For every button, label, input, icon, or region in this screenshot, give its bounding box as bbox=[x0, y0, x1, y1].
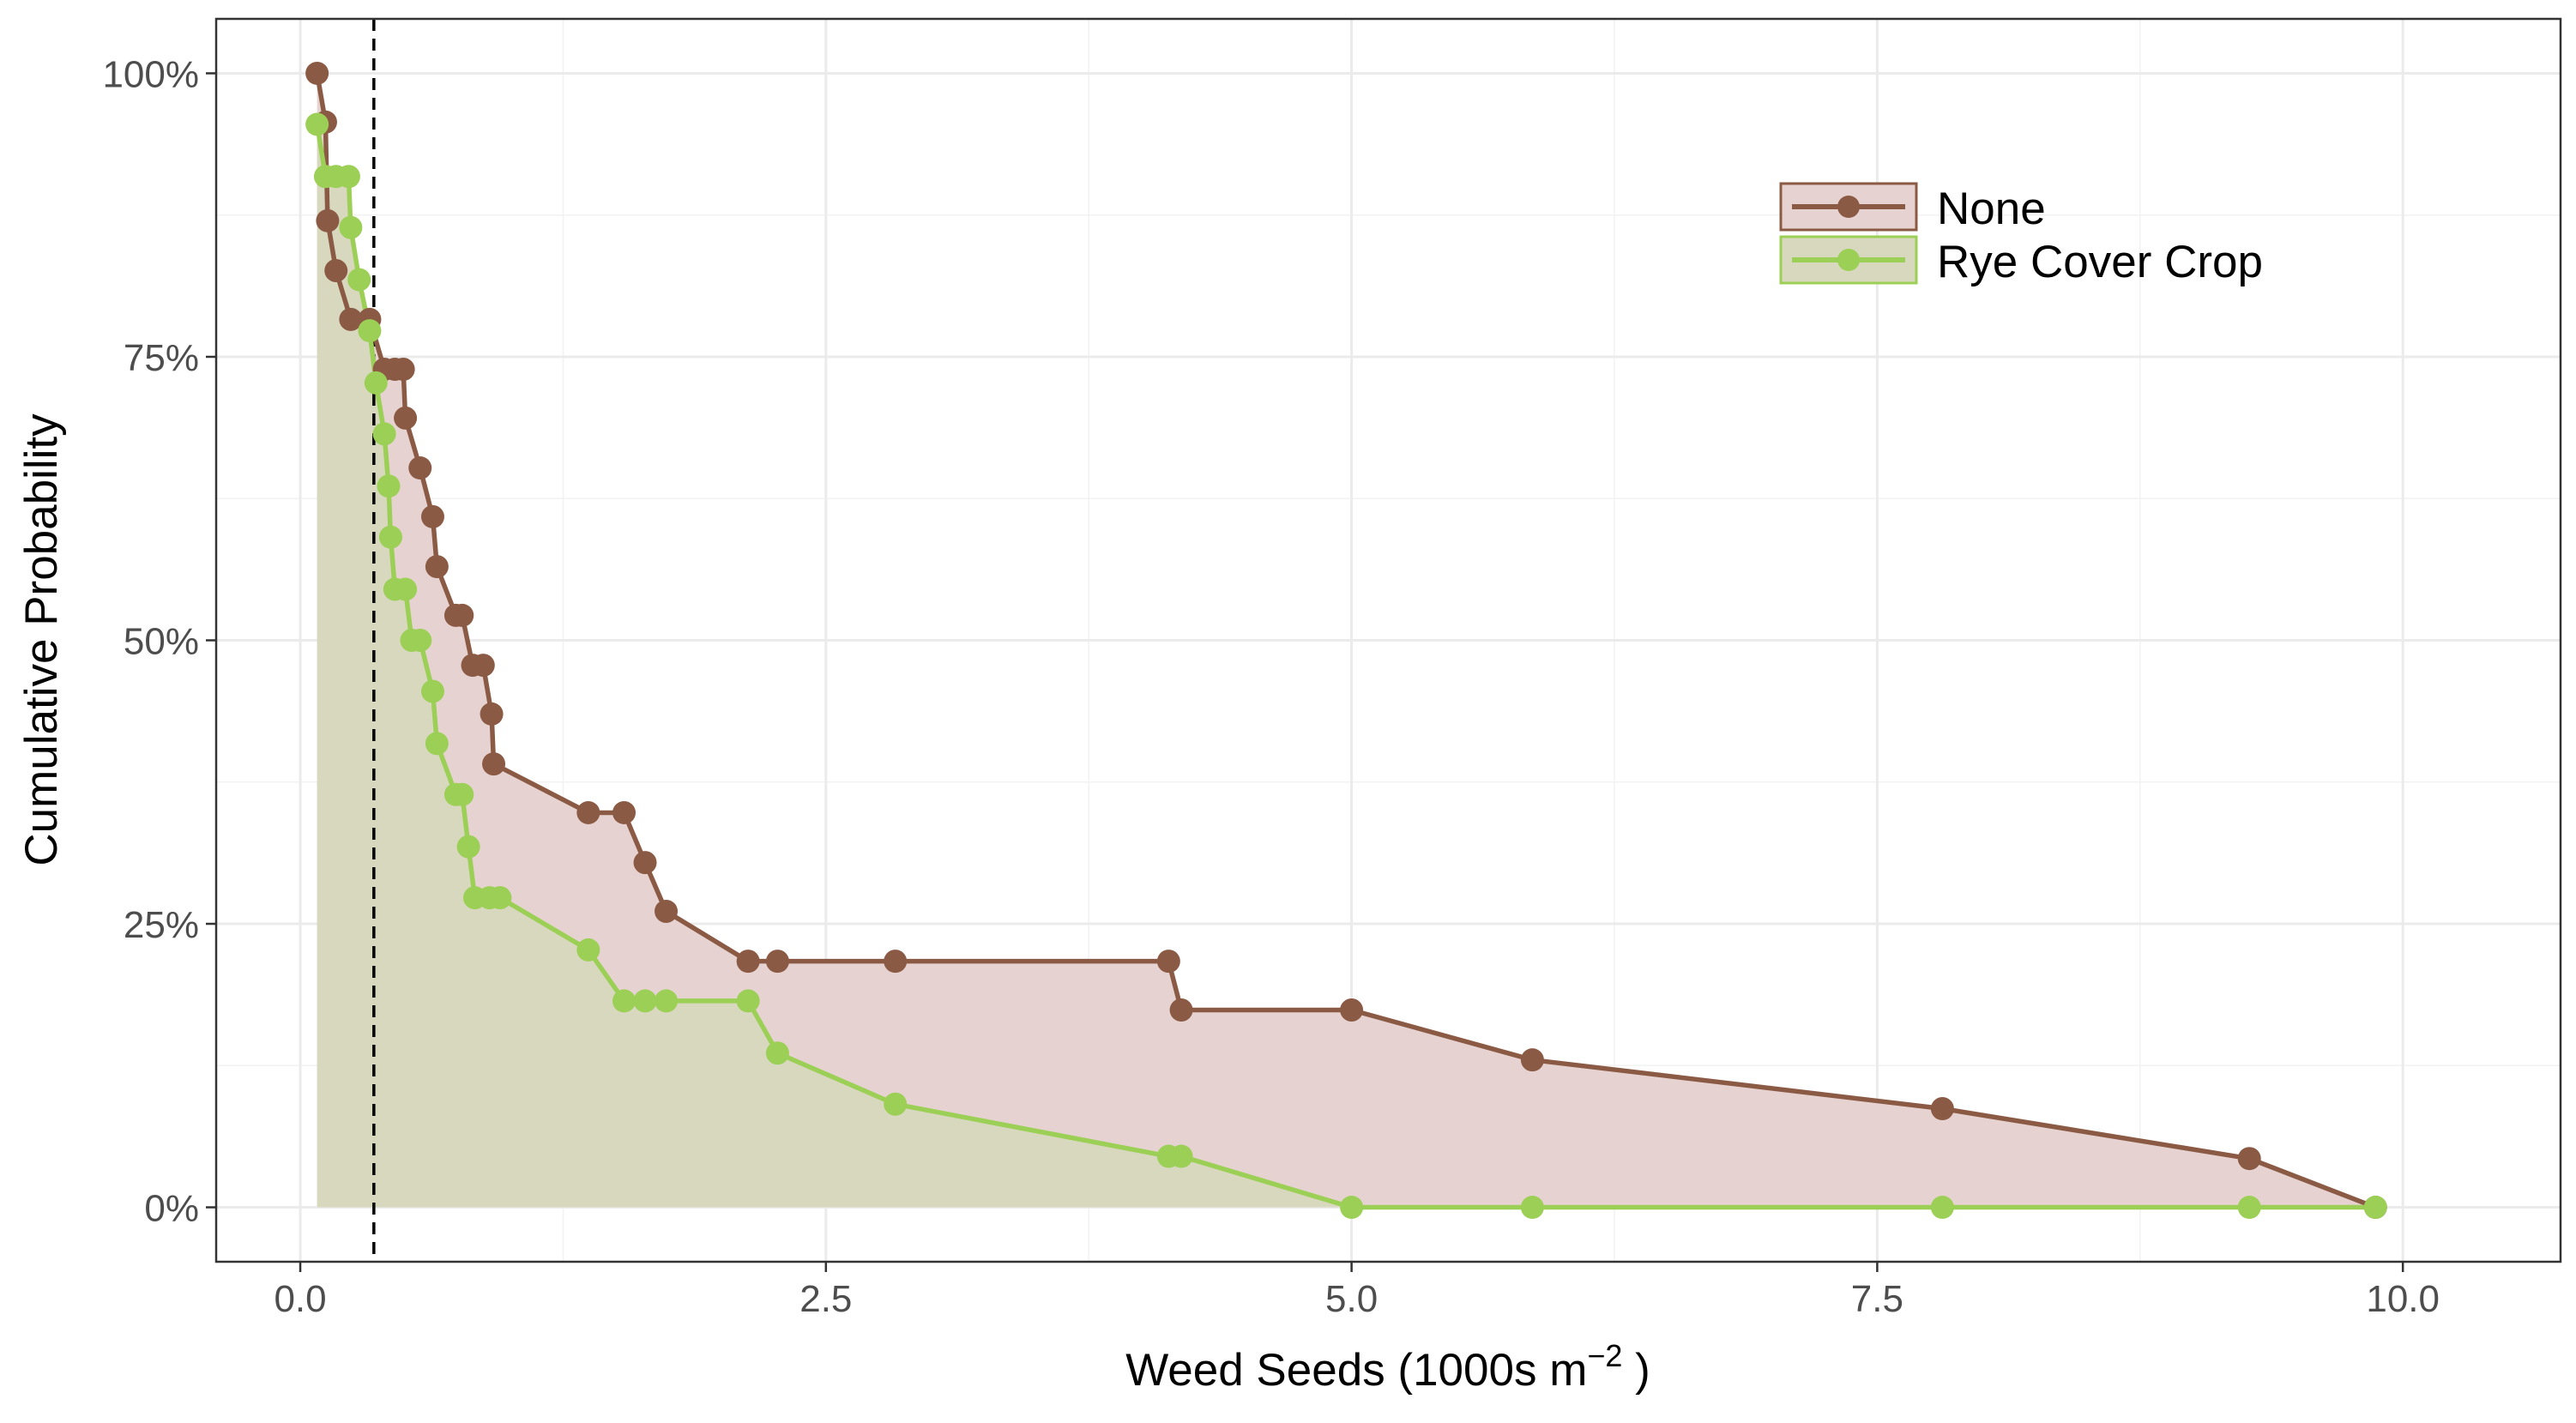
point-none bbox=[394, 406, 418, 430]
point-rye-cover-crop bbox=[358, 319, 382, 343]
legend-label-none: None bbox=[1937, 184, 2046, 234]
point-none bbox=[324, 259, 348, 283]
x-axis-title-superscript: −2 bbox=[1587, 1338, 1622, 1373]
point-rye-cover-crop bbox=[450, 782, 474, 806]
legend: None Rye Cover Crop bbox=[1779, 182, 2263, 287]
point-none bbox=[1156, 950, 1180, 974]
series-points bbox=[305, 61, 2387, 1220]
point-rye-cover-crop bbox=[336, 165, 360, 189]
y-tick-label: 25% bbox=[124, 904, 199, 946]
x-axis-ticks: 0.0 2.5 5.0 7.5 10.0 bbox=[274, 1262, 2440, 1320]
point-none bbox=[576, 800, 600, 824]
point-rye-cover-crop bbox=[1169, 1144, 1193, 1168]
point-rye-cover-crop bbox=[765, 1041, 789, 1065]
point-none bbox=[612, 800, 636, 824]
point-rye-cover-crop bbox=[364, 371, 388, 395]
point-none bbox=[1169, 998, 1193, 1022]
area-rye-cover-crop bbox=[317, 124, 2376, 1208]
point-none bbox=[655, 899, 679, 923]
point-none bbox=[339, 307, 363, 331]
point-rye-cover-crop bbox=[2363, 1196, 2387, 1220]
point-rye-cover-crop bbox=[347, 268, 371, 292]
point-none bbox=[391, 358, 415, 382]
point-rye-cover-crop bbox=[655, 989, 679, 1013]
x-tick-label: 7.5 bbox=[1851, 1278, 1903, 1320]
x-axis-title-main: Weed Seeds (1000s m bbox=[1125, 1345, 1587, 1396]
point-rye-cover-crop bbox=[377, 474, 401, 498]
point-none bbox=[633, 851, 657, 875]
point-rye-cover-crop bbox=[576, 938, 600, 962]
point-none bbox=[482, 752, 506, 776]
x-tick-label: 10.0 bbox=[2366, 1278, 2440, 1320]
point-none bbox=[420, 504, 444, 528]
point-rye-cover-crop bbox=[372, 422, 396, 446]
point-rye-cover-crop bbox=[633, 989, 657, 1013]
point-none bbox=[765, 950, 789, 974]
point-rye-cover-crop bbox=[1340, 1196, 1364, 1220]
point-none bbox=[305, 61, 329, 85]
point-rye-cover-crop bbox=[456, 835, 480, 859]
y-tick-label: 0% bbox=[144, 1188, 199, 1230]
point-rye-cover-crop bbox=[420, 679, 444, 703]
y-axis-title: Cumulative Probability bbox=[16, 413, 67, 866]
point-none bbox=[425, 555, 449, 579]
point-none bbox=[1340, 998, 1364, 1022]
point-rye-cover-crop bbox=[305, 112, 329, 136]
point-rye-cover-crop bbox=[378, 525, 402, 549]
x-axis-title: Weed Seeds (1000s m−2 ) bbox=[1125, 1338, 1650, 1396]
y-tick-label: 50% bbox=[124, 621, 199, 663]
point-rye-cover-crop bbox=[1930, 1196, 1954, 1220]
point-none bbox=[408, 456, 432, 480]
point-none bbox=[2237, 1147, 2261, 1171]
point-none bbox=[736, 950, 760, 974]
x-axis-title-suffix: ) bbox=[1622, 1345, 1650, 1396]
y-axis-ticks: 0% 25% 50% 75% 100% bbox=[102, 53, 216, 1230]
point-none bbox=[471, 654, 495, 678]
point-rye-cover-crop bbox=[408, 629, 432, 652]
point-none bbox=[1520, 1048, 1544, 1072]
point-rye-cover-crop bbox=[612, 989, 636, 1013]
point-rye-cover-crop bbox=[488, 886, 512, 910]
point-rye-cover-crop bbox=[339, 215, 363, 239]
point-rye-cover-crop bbox=[2237, 1196, 2261, 1220]
legend-point-rye-cover-crop bbox=[1837, 249, 1860, 271]
x-tick-label: 0.0 bbox=[274, 1278, 326, 1320]
x-tick-label: 2.5 bbox=[799, 1278, 852, 1320]
point-none bbox=[480, 702, 504, 726]
point-rye-cover-crop bbox=[884, 1092, 908, 1116]
cumulative-areas bbox=[317, 73, 2376, 1208]
y-tick-label: 75% bbox=[124, 337, 199, 379]
point-rye-cover-crop bbox=[394, 577, 418, 601]
legend-label-rye-cover-crop: Rye Cover Crop bbox=[1937, 237, 2263, 287]
point-none bbox=[884, 950, 908, 974]
x-tick-label: 5.0 bbox=[1325, 1278, 1378, 1320]
point-none bbox=[1930, 1097, 1954, 1121]
point-rye-cover-crop bbox=[425, 732, 449, 756]
point-none bbox=[316, 208, 340, 232]
point-rye-cover-crop bbox=[1520, 1196, 1544, 1220]
legend-point-none bbox=[1837, 196, 1860, 218]
point-rye-cover-crop bbox=[736, 989, 760, 1013]
y-tick-label: 100% bbox=[102, 53, 199, 95]
point-none bbox=[450, 603, 474, 627]
